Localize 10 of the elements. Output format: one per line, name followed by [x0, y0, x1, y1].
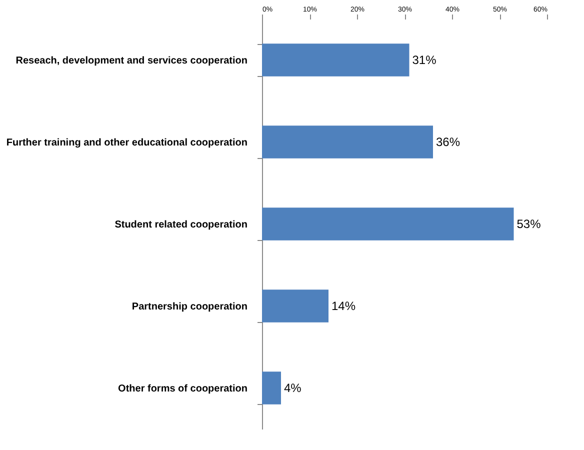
- data-label: 14%: [332, 299, 356, 313]
- data-label: 4%: [284, 381, 302, 395]
- data-label: 36%: [436, 135, 460, 149]
- y-tick-label: Further training and other educational cooperation: [6, 138, 248, 148]
- y-tick-label: Student related cooperation: [114, 220, 248, 230]
- data-label: 53%: [516, 217, 542, 231]
- data-label: 31%: [412, 53, 437, 67]
- y-tick-label: Reseach, development and services cooperation: [16, 56, 248, 66]
- y-tick-label: Other forms of cooperation: [118, 384, 248, 394]
- y-tick-label: Partnership cooperation: [132, 302, 248, 312]
